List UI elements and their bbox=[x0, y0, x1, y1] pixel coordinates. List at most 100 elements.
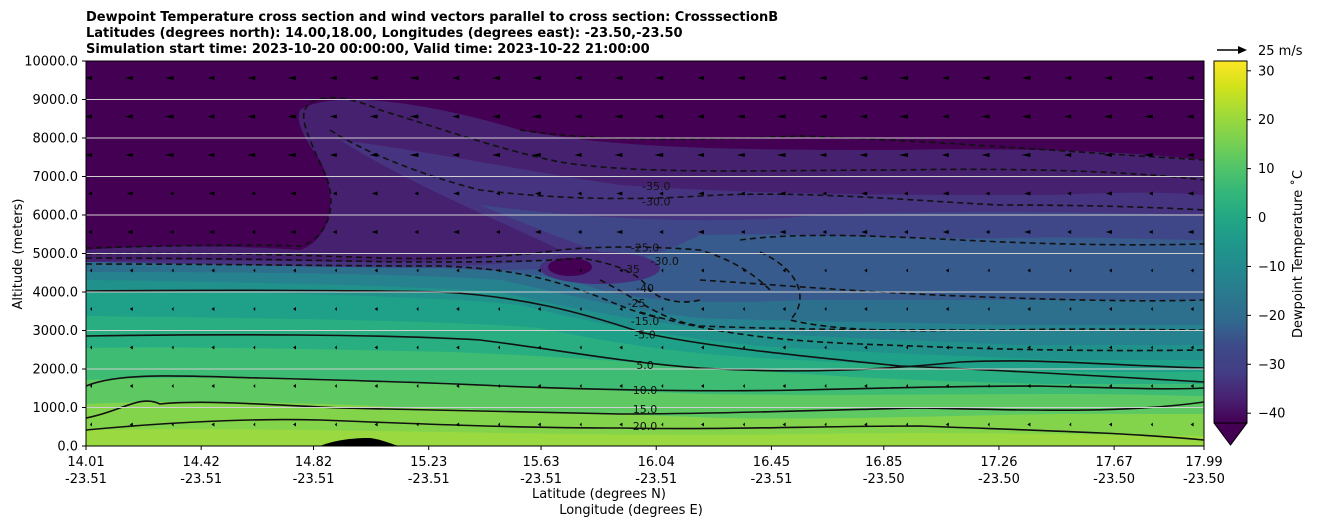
wind-vector-148 bbox=[416, 268, 419, 273]
colorbar-tick-label-1: 20 bbox=[1258, 113, 1275, 128]
y-tick-label-2: 2000.0 bbox=[33, 363, 79, 378]
wind-vector-244 bbox=[906, 384, 908, 388]
wind-vector-240 bbox=[742, 384, 745, 388]
contour-5 bbox=[86, 334, 1204, 372]
wind-vector-257 bbox=[293, 422, 296, 427]
wind-vector-183 bbox=[701, 307, 704, 311]
wind-vector-190 bbox=[987, 307, 990, 311]
contour-minus35-a bbox=[304, 96, 1204, 181]
wind-vector-259 bbox=[374, 422, 378, 427]
wind-vector-131 bbox=[861, 230, 868, 234]
wind-vector-197 bbox=[129, 345, 133, 350]
y-tick-label-10: 10000.0 bbox=[24, 55, 78, 70]
contour-label-5: -40 bbox=[636, 282, 654, 295]
wind-vector-154 bbox=[661, 268, 664, 273]
wind-vector-239 bbox=[701, 384, 704, 388]
contour-minus30-b bbox=[86, 257, 701, 303]
x-tick-lat-5: 16.04 bbox=[638, 455, 675, 470]
wind-vector-189 bbox=[945, 307, 949, 311]
wind-vector-135 bbox=[1024, 230, 1031, 234]
wind-vector-124 bbox=[577, 230, 582, 234]
wind-vector-172 bbox=[253, 307, 256, 311]
x-tick-lat-4: 15.63 bbox=[522, 455, 559, 470]
wind-vector-107 bbox=[1024, 191, 1031, 196]
colorbar-extend-min bbox=[1214, 423, 1247, 445]
wind-vector-132 bbox=[904, 230, 908, 234]
wind-vector-185 bbox=[782, 307, 786, 311]
wind-vector-89 bbox=[290, 191, 296, 196]
contour-label-10: 10.0 bbox=[633, 384, 658, 397]
wind-vector-74 bbox=[819, 153, 827, 157]
colorbar-extend-frame bbox=[1213, 422, 1248, 446]
wind-vector-199 bbox=[211, 345, 215, 350]
title-line-1: Dewpoint Temperature cross section and w… bbox=[86, 10, 778, 25]
wind-vector-128 bbox=[740, 230, 745, 234]
wind-vector-141 bbox=[129, 268, 133, 273]
wind-vector-95 bbox=[534, 191, 541, 196]
solid-contours bbox=[86, 289, 1204, 441]
x-tick-lon-6: -23.51 bbox=[750, 472, 792, 487]
plot-area: -35.0-30.0-25.0-30.0-35-40-25-15.0-5.05.… bbox=[86, 61, 1204, 446]
wind-vector-30 bbox=[164, 114, 174, 119]
colorbar-tick-label-3: 0 bbox=[1258, 211, 1266, 226]
wind-vector-169 bbox=[129, 307, 133, 311]
wind-vector-248 bbox=[1069, 384, 1072, 388]
wind-vector-219 bbox=[1027, 345, 1031, 350]
wind-vector-249 bbox=[1109, 384, 1112, 388]
wind-vector-96 bbox=[577, 191, 582, 196]
wind-vector-229 bbox=[293, 384, 296, 388]
wind-vector-266 bbox=[661, 422, 664, 427]
wind-vector-222 bbox=[1150, 345, 1153, 350]
colorbar-frame bbox=[1213, 60, 1248, 424]
wind-vector-60 bbox=[247, 153, 256, 157]
contour-minus30-a bbox=[329, 129, 1204, 211]
wind-vector-245 bbox=[945, 384, 949, 388]
wind-vector-162 bbox=[987, 268, 990, 273]
x-tick-lat-10: 17.99 bbox=[1185, 455, 1222, 470]
wind-vector-126 bbox=[659, 230, 664, 234]
wind-vector-64 bbox=[409, 153, 419, 157]
wind-vector-18 bbox=[819, 76, 827, 80]
colorbar-tick-label-4: −10 bbox=[1258, 260, 1285, 275]
wind-vector-155 bbox=[701, 268, 704, 273]
title-line-2: Latitudes (degrees north): 14.00,18.00, … bbox=[86, 26, 683, 41]
wind-vector-138 bbox=[1148, 230, 1153, 234]
wind-vector-224 bbox=[90, 384, 92, 388]
wind-vector-232 bbox=[416, 384, 419, 388]
wind-vector-208 bbox=[579, 345, 582, 350]
wind-vector-150 bbox=[498, 268, 500, 273]
wind-vector-267 bbox=[701, 422, 704, 427]
wind-vector-20 bbox=[899, 76, 908, 80]
wind-vector-121 bbox=[453, 230, 460, 234]
wind-vector-272 bbox=[906, 422, 908, 427]
wind-vector-159 bbox=[864, 268, 868, 273]
colorbar: 30 20 10 0 −10 −20 −30 −40 Dewpoint Temperature… bbox=[1213, 60, 1306, 446]
y-tick-label-6: 6000.0 bbox=[33, 209, 79, 224]
wind-vector-110 bbox=[1148, 191, 1153, 196]
contour-minus20-a bbox=[86, 263, 661, 319]
wind-vector-279 bbox=[1190, 422, 1194, 427]
wind-vector-42 bbox=[654, 114, 664, 119]
wind-vector-5 bbox=[287, 76, 296, 80]
wind-vector-196 bbox=[90, 345, 92, 350]
quiver-key: 25 m/s bbox=[1217, 44, 1303, 59]
wind-vector-241 bbox=[782, 384, 786, 388]
colorbar-tick-label-6: −30 bbox=[1258, 358, 1285, 373]
wind-vector-180 bbox=[579, 307, 582, 311]
wind-vector-179 bbox=[537, 307, 541, 311]
wind-vector-80 bbox=[1064, 153, 1072, 157]
wind-vector-10 bbox=[492, 76, 500, 80]
wind-vector-94 bbox=[496, 191, 500, 196]
wind-vector-11 bbox=[531, 76, 541, 80]
wind-vector-71 bbox=[697, 153, 704, 157]
wind-vector-88 bbox=[251, 191, 256, 196]
colorbar-tick-label-7: −40 bbox=[1258, 407, 1285, 422]
wind-vector-70 bbox=[654, 153, 664, 157]
wind-vector-76 bbox=[899, 153, 908, 157]
wind-vector-226 bbox=[171, 384, 174, 388]
x-tick-lon-1: -23.51 bbox=[180, 472, 222, 487]
wind-vector-81 bbox=[1104, 153, 1112, 157]
wind-vector-101 bbox=[779, 191, 786, 196]
wind-vector-234 bbox=[498, 384, 500, 388]
wind-vector-201 bbox=[293, 345, 296, 350]
